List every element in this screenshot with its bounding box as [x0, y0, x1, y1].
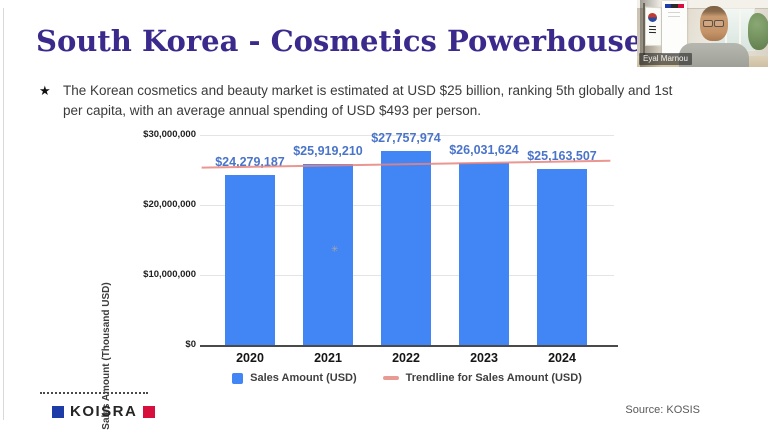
legend-item: Trendline for Sales Amount (USD): [382, 372, 582, 384]
plant: [748, 13, 768, 50]
legend-label: Trendline for Sales Amount (USD): [405, 372, 582, 384]
source-note: Source: KOSIS: [625, 404, 700, 416]
trigram-mark: [649, 28, 656, 31]
bar-data-label: $25,163,507: [527, 149, 597, 163]
legend-label: Sales Amount (USD): [250, 372, 357, 384]
gridline: [200, 135, 614, 136]
x-axis-tick-label: 2023: [470, 351, 498, 365]
y-axis-tick-label: $30,000,000: [143, 129, 196, 140]
bullet-text: The Korean cosmetics and beauty market i…: [63, 83, 673, 118]
legend-item: Sales Amount (USD): [232, 372, 357, 384]
webcam-ceiling: [637, 0, 768, 9]
x-axis-tick-label: 2021: [314, 351, 342, 365]
bar-data-label: $25,919,210: [293, 144, 363, 158]
sales-chart: Sales Amount (Thousand USD) $30,000,000 $…: [0, 120, 768, 430]
dotted-divider: [40, 392, 148, 394]
sales-bar: [225, 175, 275, 345]
star-bullet-icon: ★: [39, 83, 51, 98]
participant-name-label: Eyal Marnou: [639, 53, 692, 65]
trigram-mark: [649, 31, 656, 34]
legend-bar-swatch-icon: [232, 372, 244, 384]
sales-bar: [303, 164, 353, 345]
x-axis-line: [200, 344, 618, 347]
slide-title: South Korea - Cosmetics Powerhouse: [36, 24, 643, 58]
y-axis-tick-label: $10,000,000: [143, 269, 196, 280]
korean-flag-icon: [645, 6, 662, 47]
legend-line-swatch-icon: [382, 376, 399, 380]
taeguk-icon: [648, 12, 657, 23]
y-axis-tick-label: $20,000,000: [143, 199, 196, 210]
webcam-tile[interactable]: Eyal Marnou: [637, 0, 768, 67]
bar-data-label: $26,031,624: [449, 143, 519, 157]
logo-text: KOISRA: [70, 403, 138, 420]
x-axis-tick-label: 2022: [392, 351, 420, 365]
logo-blue-square-icon: [52, 405, 64, 418]
sales-bar: [459, 163, 509, 345]
bar-data-label: $27,757,974: [371, 131, 441, 145]
trigram-mark: [649, 25, 656, 28]
sales-bar: [537, 169, 587, 345]
koisra-logo: KOISRA: [52, 403, 156, 420]
x-axis-tick-label: 2024: [548, 351, 576, 365]
slide-edge-line: [3, 8, 4, 420]
window-frame-bar: [739, 9, 741, 50]
x-axis-tick-label: 2020: [236, 351, 264, 365]
banner-logo-band: [665, 4, 684, 8]
flag-pole: [643, 3, 645, 59]
glasses-icon: [703, 20, 713, 27]
banner-text-line: [668, 12, 680, 13]
chart-legend: Sales Amount (USD) Trendline for Sales Am…: [200, 372, 614, 384]
glasses-icon: [714, 20, 724, 27]
y-axis-tick-label: $0: [185, 339, 196, 350]
logo-red-square-icon: [143, 405, 156, 418]
banner-text-line: [668, 16, 680, 17]
sales-bar: [381, 151, 431, 345]
cursor-artifact-icon: ✳: [331, 244, 339, 254]
